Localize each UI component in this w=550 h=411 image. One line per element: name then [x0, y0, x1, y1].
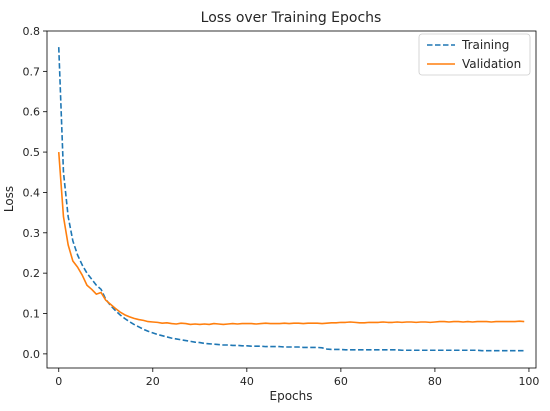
y-tick-label: 0.0 — [23, 348, 41, 361]
y-tick-label: 0.7 — [23, 65, 41, 78]
x-tick-label: 0 — [55, 375, 62, 388]
x-tick-label: 40 — [240, 375, 254, 388]
x-tick-label: 20 — [146, 375, 160, 388]
y-tick-label: 0.5 — [23, 146, 41, 159]
y-tick-label: 0.6 — [23, 106, 41, 119]
x-tick-label: 100 — [518, 375, 539, 388]
x-tick-label: 80 — [428, 375, 442, 388]
y-axis-label: Loss — [2, 186, 16, 212]
y-tick-label: 0.2 — [23, 267, 41, 280]
x-tick-label: 60 — [334, 375, 348, 388]
legend-label-training: Training — [461, 38, 509, 52]
y-tick-label: 0.1 — [23, 308, 41, 321]
legend: Training Validation — [419, 34, 530, 75]
chart-title: Loss over Training Epochs — [201, 10, 382, 26]
legend-label-validation: Validation — [462, 57, 521, 71]
y-tick-label: 0.4 — [23, 186, 41, 199]
y-tick-label: 0.8 — [23, 25, 41, 38]
y-tick-label: 0.3 — [23, 227, 41, 240]
x-axis-label: Epochs — [270, 389, 313, 403]
